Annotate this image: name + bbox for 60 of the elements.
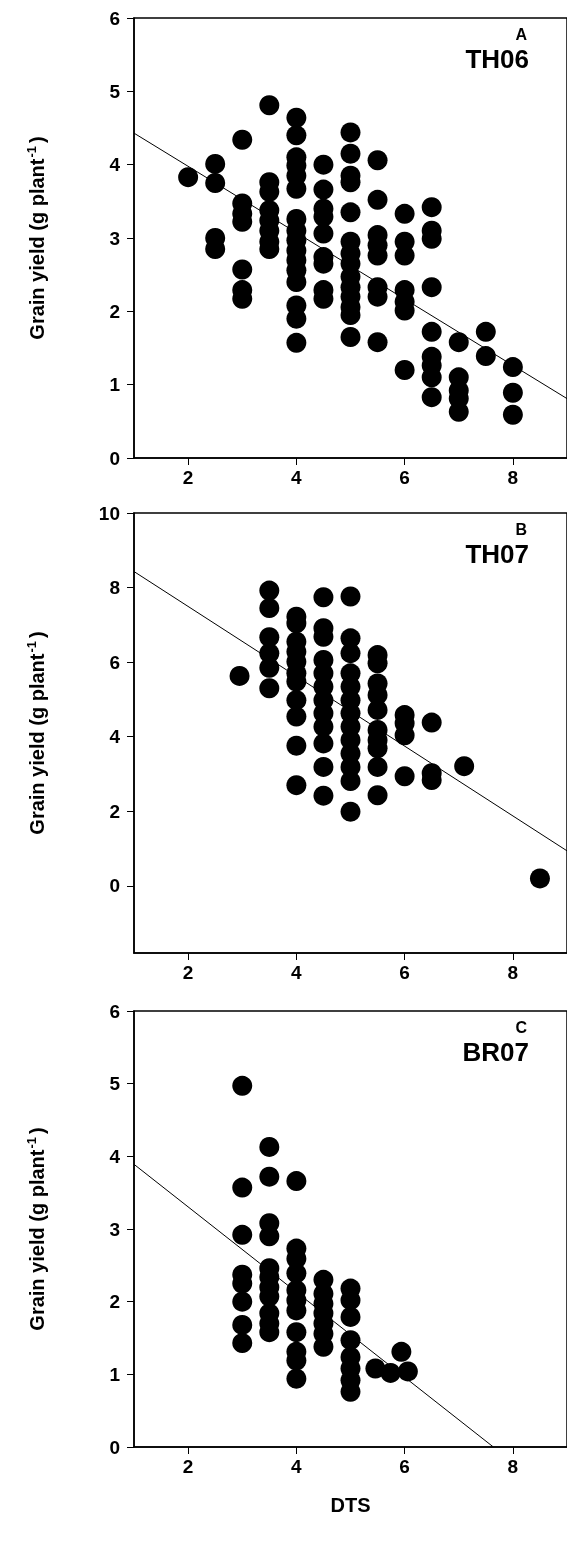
y-tick-label: 5 [109, 1073, 121, 1095]
y-tick-label: 3 [109, 227, 120, 249]
point [391, 1341, 412, 1362]
annotation: B [515, 520, 528, 538]
point [340, 1306, 361, 1327]
y-tick-label: 8 [109, 577, 120, 599]
y-tick-label: 0 [109, 1436, 120, 1458]
y-tick-label: 3 [109, 1218, 120, 1240]
x-tick-label: 4 [291, 1456, 303, 1477]
x-tick-label: 4 [291, 962, 303, 983]
point [340, 1330, 361, 1351]
point [380, 1362, 401, 1383]
y-axis-title: Grain yield (g plant-1) [24, 136, 48, 340]
y-axis-title: Grain yield (g plant-1) [24, 1127, 48, 1331]
y-tick-label: 10 [98, 502, 120, 524]
y-axis-title: Grain yield (g plant-1) [24, 631, 48, 835]
point [259, 1226, 280, 1247]
annotation: TH07 [465, 539, 529, 569]
annotation: TH06 [465, 44, 529, 74]
point [397, 1361, 418, 1382]
y-tick-label: 4 [109, 154, 121, 176]
point [286, 1368, 307, 1389]
y-tick-label: 2 [109, 300, 120, 322]
point [286, 1263, 307, 1284]
x-tick-label: 2 [182, 467, 194, 488]
x-axis-title: DTS [330, 1494, 371, 1516]
y-tick-label: 6 [109, 651, 120, 673]
x-tick-label: 2 [182, 962, 194, 983]
point [286, 1171, 307, 1192]
point [232, 1291, 253, 1312]
point [286, 1322, 307, 1343]
x-tick-label: 6 [399, 1456, 410, 1477]
y-tick-label: 2 [109, 1291, 120, 1313]
y-tick-label: 6 [109, 1000, 120, 1022]
point [259, 1136, 280, 1157]
x-tick-label: 6 [399, 467, 410, 488]
y-tick-label: 0 [109, 875, 120, 897]
x-tick-label: 2 [182, 1456, 194, 1477]
point [232, 1177, 253, 1198]
x-tick-label: 6 [399, 962, 410, 983]
y-tick-label: 1 [109, 1363, 121, 1385]
annotation: A [515, 25, 528, 43]
point [232, 1314, 253, 1335]
x-tick-label: 8 [507, 962, 519, 983]
y-tick-label: 0 [109, 447, 120, 469]
x-tick-label: 8 [507, 467, 519, 488]
y-tick-label: 6 [109, 7, 120, 29]
annotation: C [515, 1018, 528, 1036]
annotation: BR07 [462, 1037, 530, 1067]
point [259, 1166, 280, 1187]
point [232, 1075, 253, 1096]
x-tick-label: 4 [291, 467, 303, 488]
y-tick-label: 4 [109, 1145, 121, 1167]
point [232, 1224, 253, 1245]
x-tick-label: 8 [507, 1456, 519, 1477]
y-tick-label: 5 [109, 80, 121, 102]
y-tick-label: 1 [109, 374, 121, 396]
y-tick-label: 4 [109, 726, 121, 748]
point [232, 1333, 253, 1354]
y-tick-label: 2 [109, 800, 120, 822]
